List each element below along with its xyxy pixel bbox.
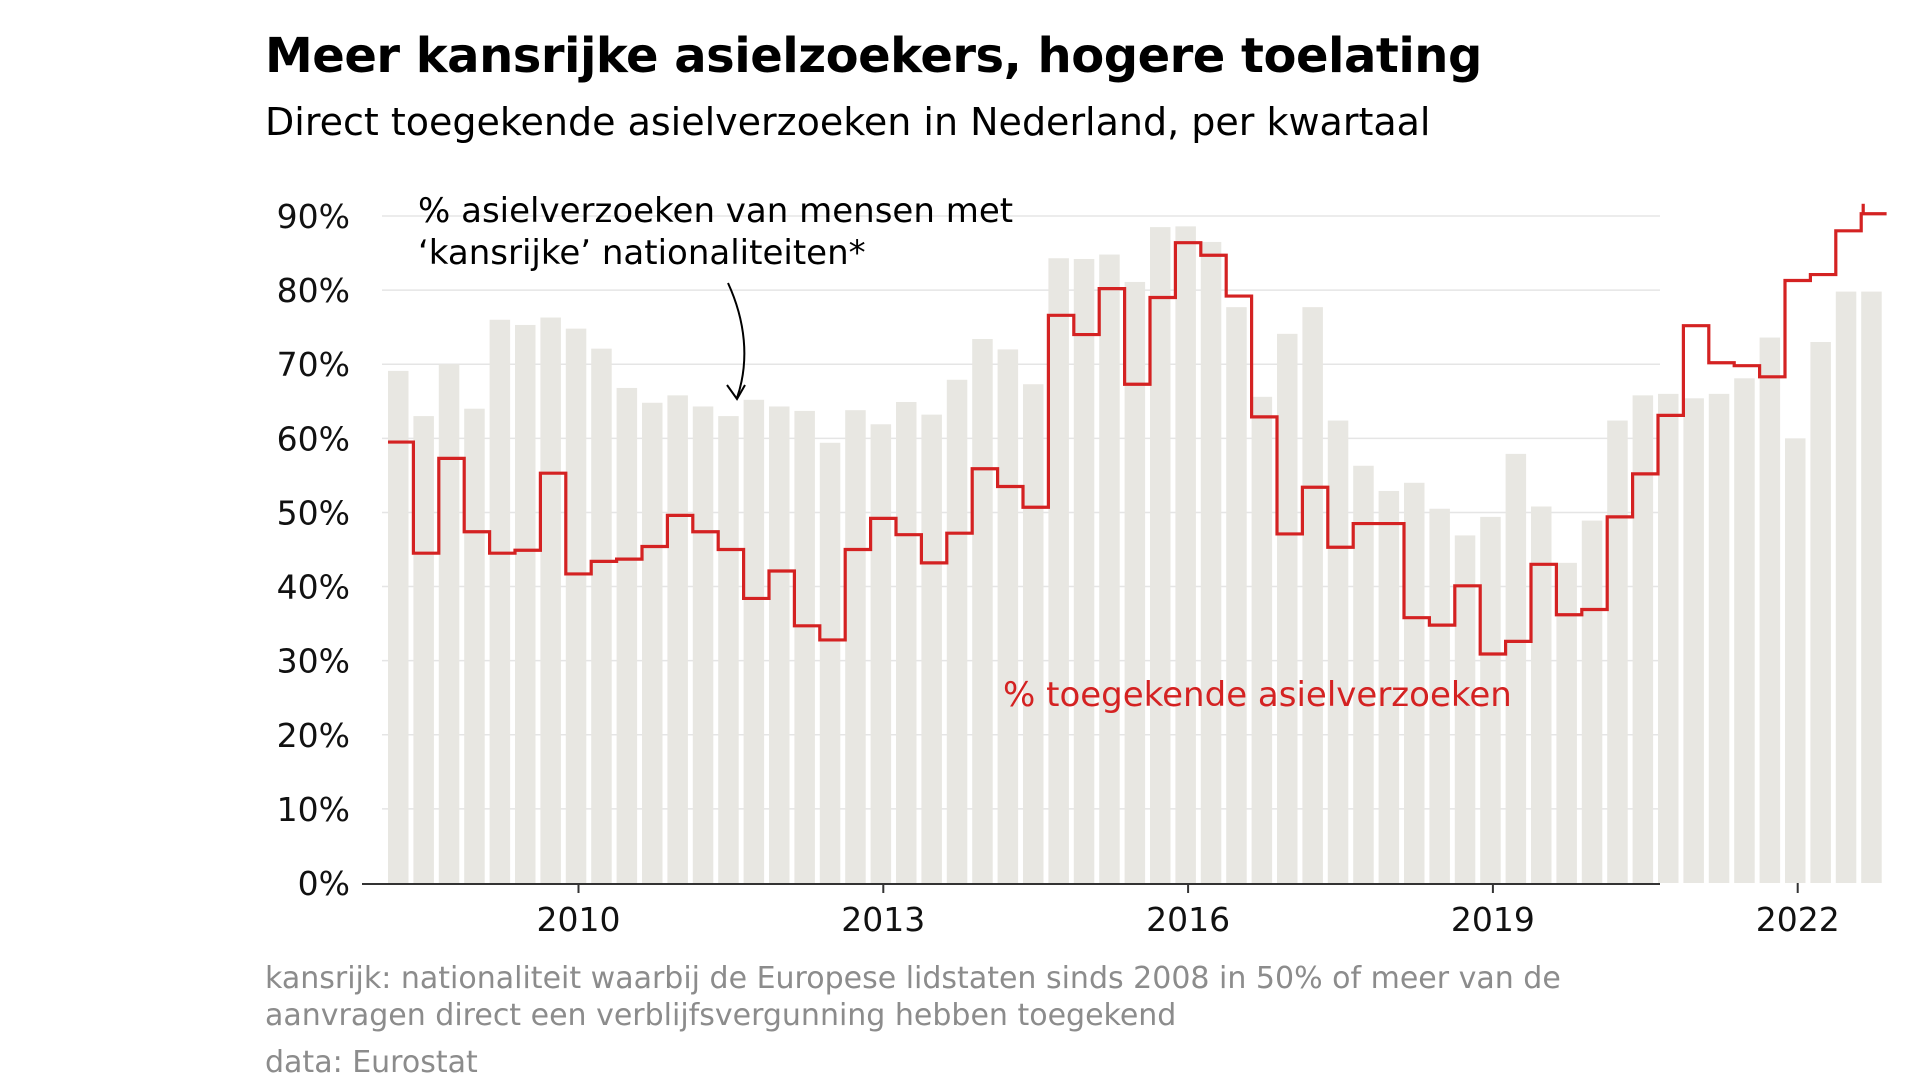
bar (1226, 307, 1247, 883)
bar (1175, 226, 1196, 883)
footnote: kansrijk: nationaliteit waarbij de Europ… (265, 961, 1561, 1033)
y-tick-label: 90% (277, 197, 350, 236)
annotation-arrowhead (726, 384, 746, 401)
bar (388, 370, 409, 883)
bar (1378, 490, 1400, 883)
chart-title: Meer kansrijke asielzoekers, hogere toel… (265, 28, 1482, 84)
line-annotation-label: % toegekende asielverzoeken (1003, 675, 1512, 715)
bar (1327, 420, 1349, 883)
x-tick-label: 2013 (841, 900, 925, 939)
bar (438, 364, 460, 883)
bar (1251, 396, 1273, 883)
data-source: data: Eurostat (265, 1045, 478, 1080)
y-tick-label: 40% (277, 568, 350, 607)
x-tick-label: 2010 (537, 900, 621, 939)
bar (1734, 378, 1755, 883)
bar (616, 387, 638, 883)
bar (1531, 506, 1552, 883)
bar (769, 406, 790, 883)
bar (921, 414, 942, 883)
bar-series (388, 226, 1882, 884)
bar (997, 349, 1019, 883)
bar (413, 416, 434, 883)
y-tick-label: 60% (277, 419, 350, 458)
bar-annotation-line2: ‘kansrijke’ nationaliteiten* (418, 233, 866, 273)
annotations: % asielverzoeken van mensen met ‘kansrij… (418, 191, 1512, 715)
bar (1454, 535, 1476, 883)
bar (667, 395, 688, 883)
y-tick-label: 50% (277, 493, 350, 532)
bar (692, 406, 714, 883)
bar (1810, 341, 1831, 883)
y-tick-label: 20% (277, 716, 350, 755)
bar (1404, 482, 1425, 883)
bar (1556, 562, 1577, 883)
bar (1632, 395, 1654, 883)
x-tick-label: 2022 (1756, 900, 1840, 939)
bar (1480, 516, 1501, 883)
x-tick-label: 2016 (1146, 900, 1230, 939)
y-tick-label: 30% (277, 642, 350, 681)
bar-annotation-line1: % asielverzoeken van mensen met (418, 191, 1013, 231)
bar (591, 348, 612, 883)
annotation-arrow (727, 282, 746, 399)
bar (845, 410, 866, 883)
bar (1302, 307, 1323, 883)
bar (1073, 258, 1095, 883)
bar (1658, 393, 1679, 883)
bar (1759, 337, 1781, 883)
y-tick-label: 10% (277, 790, 350, 829)
bar (972, 339, 993, 884)
bar (1683, 398, 1704, 883)
bar (1581, 520, 1603, 883)
bar (718, 416, 739, 883)
bar (1150, 227, 1171, 883)
bar (870, 424, 892, 883)
bar (819, 442, 841, 883)
bar (565, 328, 587, 883)
bar (489, 319, 511, 883)
bar (1708, 393, 1730, 883)
bar (515, 324, 536, 883)
bar (1835, 291, 1857, 883)
bar (1353, 465, 1374, 883)
bar (1099, 254, 1120, 883)
bar (464, 408, 485, 883)
bar (1023, 384, 1044, 883)
bar (1861, 291, 1882, 883)
bar (642, 402, 663, 883)
chart-canvas: 0% 10% 20% 30% 40% 50% 60% 70% 80% 90% 2010 2013 201… (277, 191, 1887, 939)
y-tick-label: 0% (298, 864, 350, 903)
bar (540, 317, 561, 883)
axes: 0% 10% 20% 30% 40% 50% 60% 70% 80% 90% 2010 2013 201… (277, 197, 1840, 939)
bar (896, 402, 917, 883)
bar (1200, 241, 1222, 883)
bar (1429, 508, 1450, 883)
bar (743, 399, 765, 883)
bar (1277, 333, 1298, 883)
y-tick-label: 70% (277, 345, 350, 384)
bar (1505, 453, 1527, 883)
bar (946, 379, 968, 883)
step-line (388, 212, 1887, 656)
bar (1607, 420, 1628, 883)
bar (1048, 258, 1069, 883)
x-tick-label: 2019 (1451, 900, 1535, 939)
bar (794, 410, 815, 883)
bar (1124, 281, 1146, 884)
y-tick-label: 80% (277, 271, 350, 310)
chart-subtitle: Direct toegekende asielverzoeken in Nede… (265, 100, 1431, 144)
line-series (388, 203, 1887, 656)
bar (1785, 438, 1806, 883)
